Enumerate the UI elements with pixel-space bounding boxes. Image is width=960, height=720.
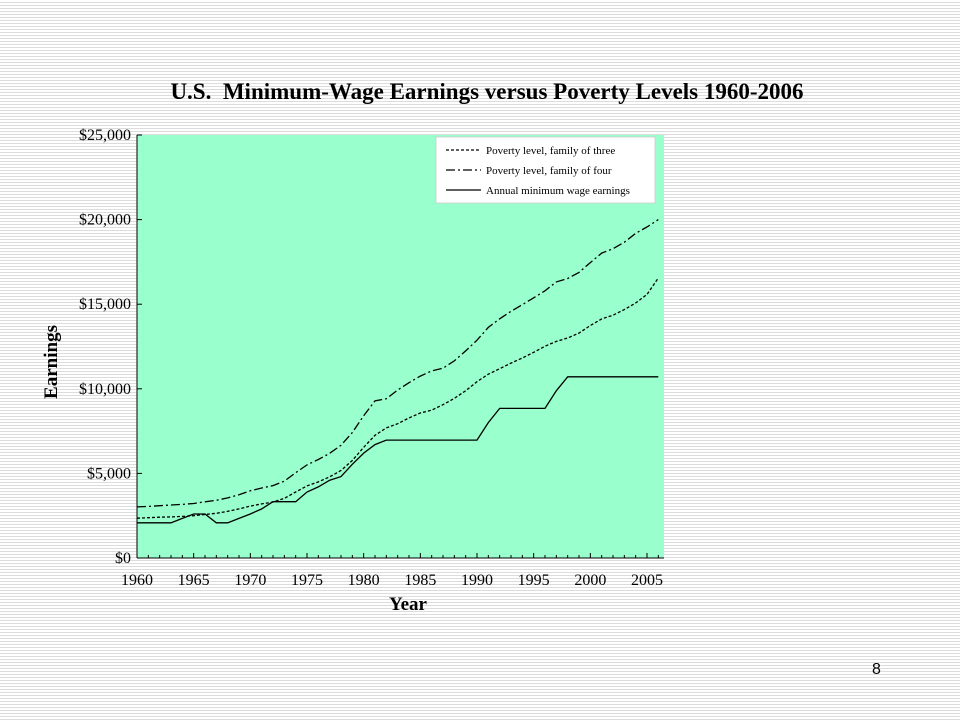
- x-tick-label: 2000: [574, 572, 606, 589]
- x-axis-title: Year: [389, 594, 428, 615]
- legend-label: Annual minimum wage earnings: [486, 185, 630, 197]
- legend: Poverty level, family of three Poverty le…: [435, 136, 656, 204]
- x-tick-label: 1975: [291, 572, 323, 589]
- page-number: 8: [872, 661, 881, 678]
- legend-box: [435, 136, 656, 204]
- x-tick-label: 1965: [178, 572, 210, 589]
- x-tick-label: 2005: [631, 572, 663, 589]
- series-line: Poverty level, family of four: [136, 219, 659, 508]
- y-tick-label: $25,000: [79, 127, 131, 144]
- x-tick-label: 1960: [121, 572, 153, 589]
- y-tick-label: $5,000: [87, 465, 131, 482]
- y-tick-label: $10,000: [79, 381, 131, 398]
- y-axis-title: Earnings: [41, 325, 62, 399]
- legend-label: Poverty level, family of four: [486, 165, 612, 177]
- y-tick-label: $0: [115, 550, 131, 567]
- y-axis: $0 $5,000 $10,000 $15,000 $20,000 $25,000: [79, 127, 142, 567]
- y-tick-label: $20,000: [79, 212, 131, 229]
- y-tick-label: $15,000: [79, 296, 131, 313]
- x-tick-label: 1995: [518, 572, 550, 589]
- series-line: Annual minimum wage earnings: [137, 376, 659, 524]
- x-tick-label: 1990: [461, 572, 493, 589]
- plot-area: [137, 135, 664, 558]
- x-tick-label: 1980: [348, 572, 380, 589]
- legend-label: Poverty level, family of three: [486, 145, 615, 157]
- x-tick-label: 1985: [404, 572, 436, 589]
- chart-title: U.S. Minimum-Wage Earnings versus Povert…: [170, 79, 803, 104]
- x-tick-label: 1970: [234, 572, 266, 589]
- series-line: Poverty level, family of three: [136, 277, 659, 519]
- x-axis: 1960 1965 1970 1975 1980 1985 1990 1995 2000 2005: [121, 553, 664, 589]
